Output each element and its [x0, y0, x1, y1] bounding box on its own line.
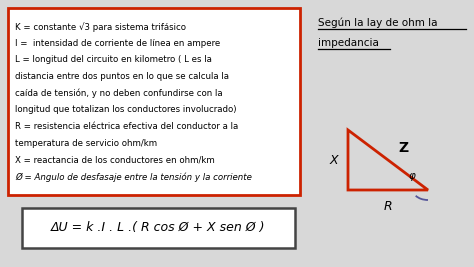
Text: X = reactancia de los conductores en ohm/km: X = reactancia de los conductores en ohm… — [15, 156, 215, 164]
Text: Ø = Angulo de desfasaje entre la tensión y la corriente: Ø = Angulo de desfasaje entre la tensión… — [15, 172, 252, 182]
Text: Z: Z — [398, 141, 408, 155]
Text: X: X — [330, 154, 338, 167]
Text: distancia entre dos puntos en lo que se calcula la: distancia entre dos puntos en lo que se … — [15, 72, 229, 81]
Text: temperatura de servicio ohm/km: temperatura de servicio ohm/km — [15, 139, 157, 148]
Bar — [22, 208, 295, 248]
Text: caída de tensión, y no deben confundirse con la: caída de tensión, y no deben confundirse… — [15, 89, 223, 98]
Text: impedancia: impedancia — [318, 38, 379, 48]
Text: Según la lay de ohm la: Según la lay de ohm la — [318, 18, 438, 29]
Text: K = constante √3 para sistema trifásico: K = constante √3 para sistema trifásico — [15, 22, 186, 32]
Text: ΔU = k .I . L .( R cos Ø + X sen Ø ): ΔU = k .I . L .( R cos Ø + X sen Ø ) — [51, 222, 266, 234]
Text: longitud que totalizan los conductores involucrado): longitud que totalizan los conductores i… — [15, 105, 237, 115]
Text: φ: φ — [409, 171, 415, 181]
Text: L = longitud del circuito en kilometro ( L es la: L = longitud del circuito en kilometro (… — [15, 55, 212, 64]
Bar — [8, 8, 300, 195]
Text: R = resistencia eléctrica efectiva del conductor a la: R = resistencia eléctrica efectiva del c… — [15, 122, 238, 131]
Text: I =  intensidad de corriente de línea en ampere: I = intensidad de corriente de línea en … — [15, 39, 220, 48]
Text: R: R — [383, 199, 392, 213]
